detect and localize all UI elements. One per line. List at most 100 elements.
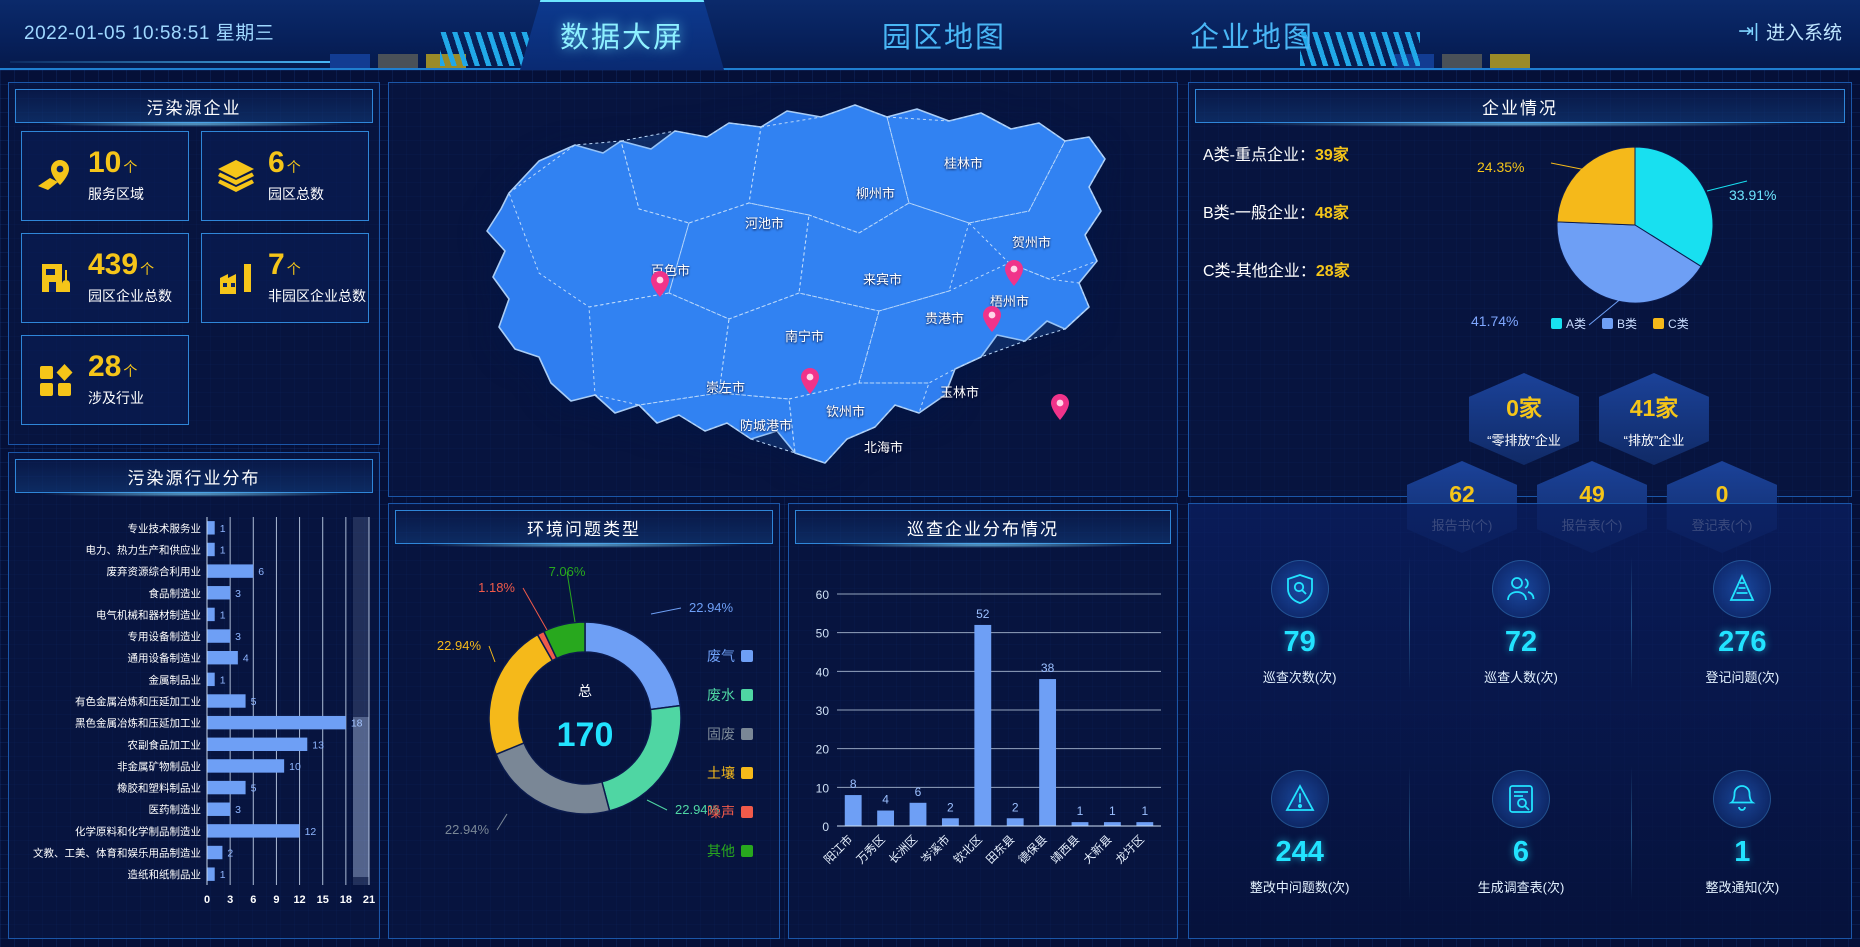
stat-label: 生成调查表(次) [1477, 880, 1565, 895]
kpi-industries[interactable]: 28 个 涉及行业 [21, 335, 189, 425]
kpi-park-enterprise-total[interactable]: 439 个 园区企业总数 [21, 233, 189, 323]
svg-text:15: 15 [317, 894, 329, 906]
svg-text:造纸和纸制品业: 造纸和纸制品业 [128, 868, 202, 881]
svg-text:52: 52 [976, 607, 990, 621]
svg-text:化学原料和化学制品制造业: 化学原料和化学制品制造业 [75, 825, 201, 838]
svg-text:1: 1 [1141, 804, 1148, 818]
svg-text:21: 21 [363, 894, 375, 906]
inspection-distribution-panel: 巡查企业分布情况 0 10 20 30 40 50 60 8 阳江市 4 万秀区 6 长洲区 2 岑溪市 52… [788, 503, 1178, 939]
donut-legend-item-其他[interactable]: 其他 [707, 841, 753, 861]
svg-text:有色金属冶炼和压延加工业: 有色金属冶炼和压延加工业 [75, 695, 201, 708]
tab-park-map[interactable]: 园区地图 [881, 22, 1006, 54]
donut-legend-item-废气[interactable]: 废气 [707, 646, 753, 666]
map-pin-marker[interactable] [1005, 260, 1023, 286]
svg-text:60: 60 [816, 588, 830, 602]
category-value: 39家 [1315, 147, 1349, 164]
kpi-label: 非园区企业总数 [268, 288, 366, 304]
svg-text:靖西县: 靖西县 [1049, 833, 1083, 867]
donut-legend-item-土壤[interactable]: 土壤 [707, 763, 753, 783]
hex-value: 62 [1449, 480, 1475, 507]
map-pin-marker[interactable] [983, 306, 1001, 332]
industry-distribution-title: 污染源行业分布 [15, 459, 373, 497]
svg-text:8: 8 [850, 777, 857, 791]
stat-value: 6 [1512, 836, 1530, 868]
hex-emission[interactable]: 41家 “排放”企业 [1599, 373, 1709, 465]
svg-text:田东县: 田东县 [984, 833, 1018, 867]
building-icon [34, 256, 78, 300]
stat-registered-problems[interactable]: 276 登记问题(次) [1632, 518, 1853, 728]
donut-legend-item-废水[interactable]: 废水 [707, 685, 753, 705]
industry-distribution-panel: 污染源行业分布 0 3 6 9 12 15 18 21 专业技术服务业 1 电力、热力生产和供应业 1… [8, 452, 380, 939]
stat-rectification-notices[interactable]: 1 整改通知(次) [1632, 728, 1853, 938]
svg-text:20: 20 [816, 743, 830, 757]
pie-percent-c: 24.35% [1477, 159, 1525, 175]
category-label: A类-重点企业： [1203, 147, 1316, 164]
svg-text:文教、工美、体育和娱乐用品制造业: 文教、工美、体育和娱乐用品制造业 [33, 847, 201, 860]
pie-legend-item-C类[interactable]: C类 [1653, 315, 1689, 332]
svg-text:5: 5 [251, 783, 257, 795]
category-label: C类-其他企业： [1203, 263, 1316, 280]
stat-label: 整改通知(次) [1705, 880, 1780, 895]
stat-inspector-count[interactable]: 72 巡查人数(次) [1410, 518, 1632, 728]
map-stage[interactable]: 桂林市 柳州市 河池市 贺州市 百色市 来宾市 梧州市 贵港市 南宁市 崇左市 玉林市 钦州市 防城港市… [389, 83, 1177, 496]
header-datetime: 2022-01-05 10:58:51 星期三 [24, 23, 275, 44]
svg-text:1: 1 [220, 869, 226, 881]
stat-problems-in-rectification[interactable]: 244 整改中问题数(次) [1189, 728, 1411, 938]
svg-text:38: 38 [1041, 661, 1055, 675]
map-city-label: 钦州市 [826, 404, 866, 419]
svg-text:1: 1 [220, 674, 226, 686]
factory-icon [214, 256, 258, 300]
stat-value: 1 [1734, 836, 1751, 868]
svg-text:长洲区: 长洲区 [887, 833, 921, 867]
guangxi-map-panel[interactable]: 桂林市 柳州市 河池市 贺州市 百色市 来宾市 梧州市 贵港市 南宁市 崇左市 玉林市 钦州市 防城港市… [388, 82, 1178, 497]
hex-zero-emission[interactable]: 0家 “零排放”企业 [1469, 373, 1579, 465]
svg-text:10: 10 [289, 761, 301, 773]
hex-label: “排放”企业 [1623, 433, 1685, 448]
svg-text:0: 0 [822, 820, 829, 834]
header-rule-left [10, 61, 330, 63]
stat-label: 整改中问题数(次) [1249, 880, 1350, 895]
svg-text:废弃资源综合利用业: 废弃资源综合利用业 [107, 565, 202, 578]
map-city-label: 柳州市 [856, 186, 896, 201]
svg-text:18: 18 [340, 894, 352, 906]
map-city-label: 桂林市 [944, 156, 984, 171]
map-svg[interactable] [389, 83, 1179, 498]
stat-value: 72 [1504, 626, 1538, 658]
stat-inspection-count[interactable]: 79 巡查次数(次) [1189, 518, 1411, 728]
svg-text:农副食品加工业: 农副食品加工业 [128, 738, 202, 751]
legend-label: C类 [1668, 317, 1689, 331]
tab-enterprise-map[interactable]: 企业地图 [1189, 22, 1314, 54]
map-city-label: 梧州市 [990, 294, 1030, 309]
pie-legend-item-B类[interactable]: B类 [1602, 315, 1637, 332]
svg-text:龙圩区: 龙圩区 [1113, 833, 1147, 867]
legend-label: 固废 [707, 726, 735, 742]
hex-value: 41家 [1629, 395, 1679, 421]
svg-text:30: 30 [816, 704, 830, 718]
svg-text:通用设备制造业: 通用设备制造业 [128, 652, 202, 665]
map-city-label: 贺州市 [1012, 235, 1052, 250]
donut-legend-item-固废[interactable]: 固废 [707, 724, 753, 744]
pie-legend-item-A类[interactable]: A类 [1551, 315, 1586, 332]
kpi-label: 园区企业总数 [88, 288, 172, 304]
document-search-icon [1491, 770, 1550, 828]
svg-text:1: 1 [1077, 804, 1084, 818]
map-pin-marker[interactable] [1051, 394, 1069, 420]
enterprise-panel: 企业情况 A类-重点企业：39家 B类-一般企业：48家 C类-其他企业：28家… [1188, 82, 1852, 553]
kpi-service-area[interactable]: 10 个 服务区域 [21, 131, 189, 221]
tab-data-screen[interactable]: 数据大屏 [520, 0, 725, 70]
donut-legend-item-噪声[interactable]: 噪声 [707, 802, 753, 822]
map-pin-marker[interactable] [801, 368, 819, 394]
pollution-source-panel: 污染源企业 10 个 服务区域 [8, 82, 380, 445]
svg-text:9: 9 [273, 894, 279, 906]
svg-text:13: 13 [312, 739, 324, 751]
enter-system-label: 进入系统 [1765, 23, 1842, 44]
map-pin-marker[interactable] [651, 271, 669, 297]
svg-text:大新县: 大新县 [1080, 832, 1114, 866]
enterprise-category-list: A类-重点企业：39家 B类-一般企业：48家 C类-其他企业：28家 [1203, 141, 1350, 281]
warning-triangle-icon [1270, 770, 1329, 828]
stat-generated-surveys[interactable]: 6 生成调查表(次) [1410, 728, 1632, 938]
enter-system-button[interactable]: ⇥| 进入系统 [1738, 18, 1842, 45]
